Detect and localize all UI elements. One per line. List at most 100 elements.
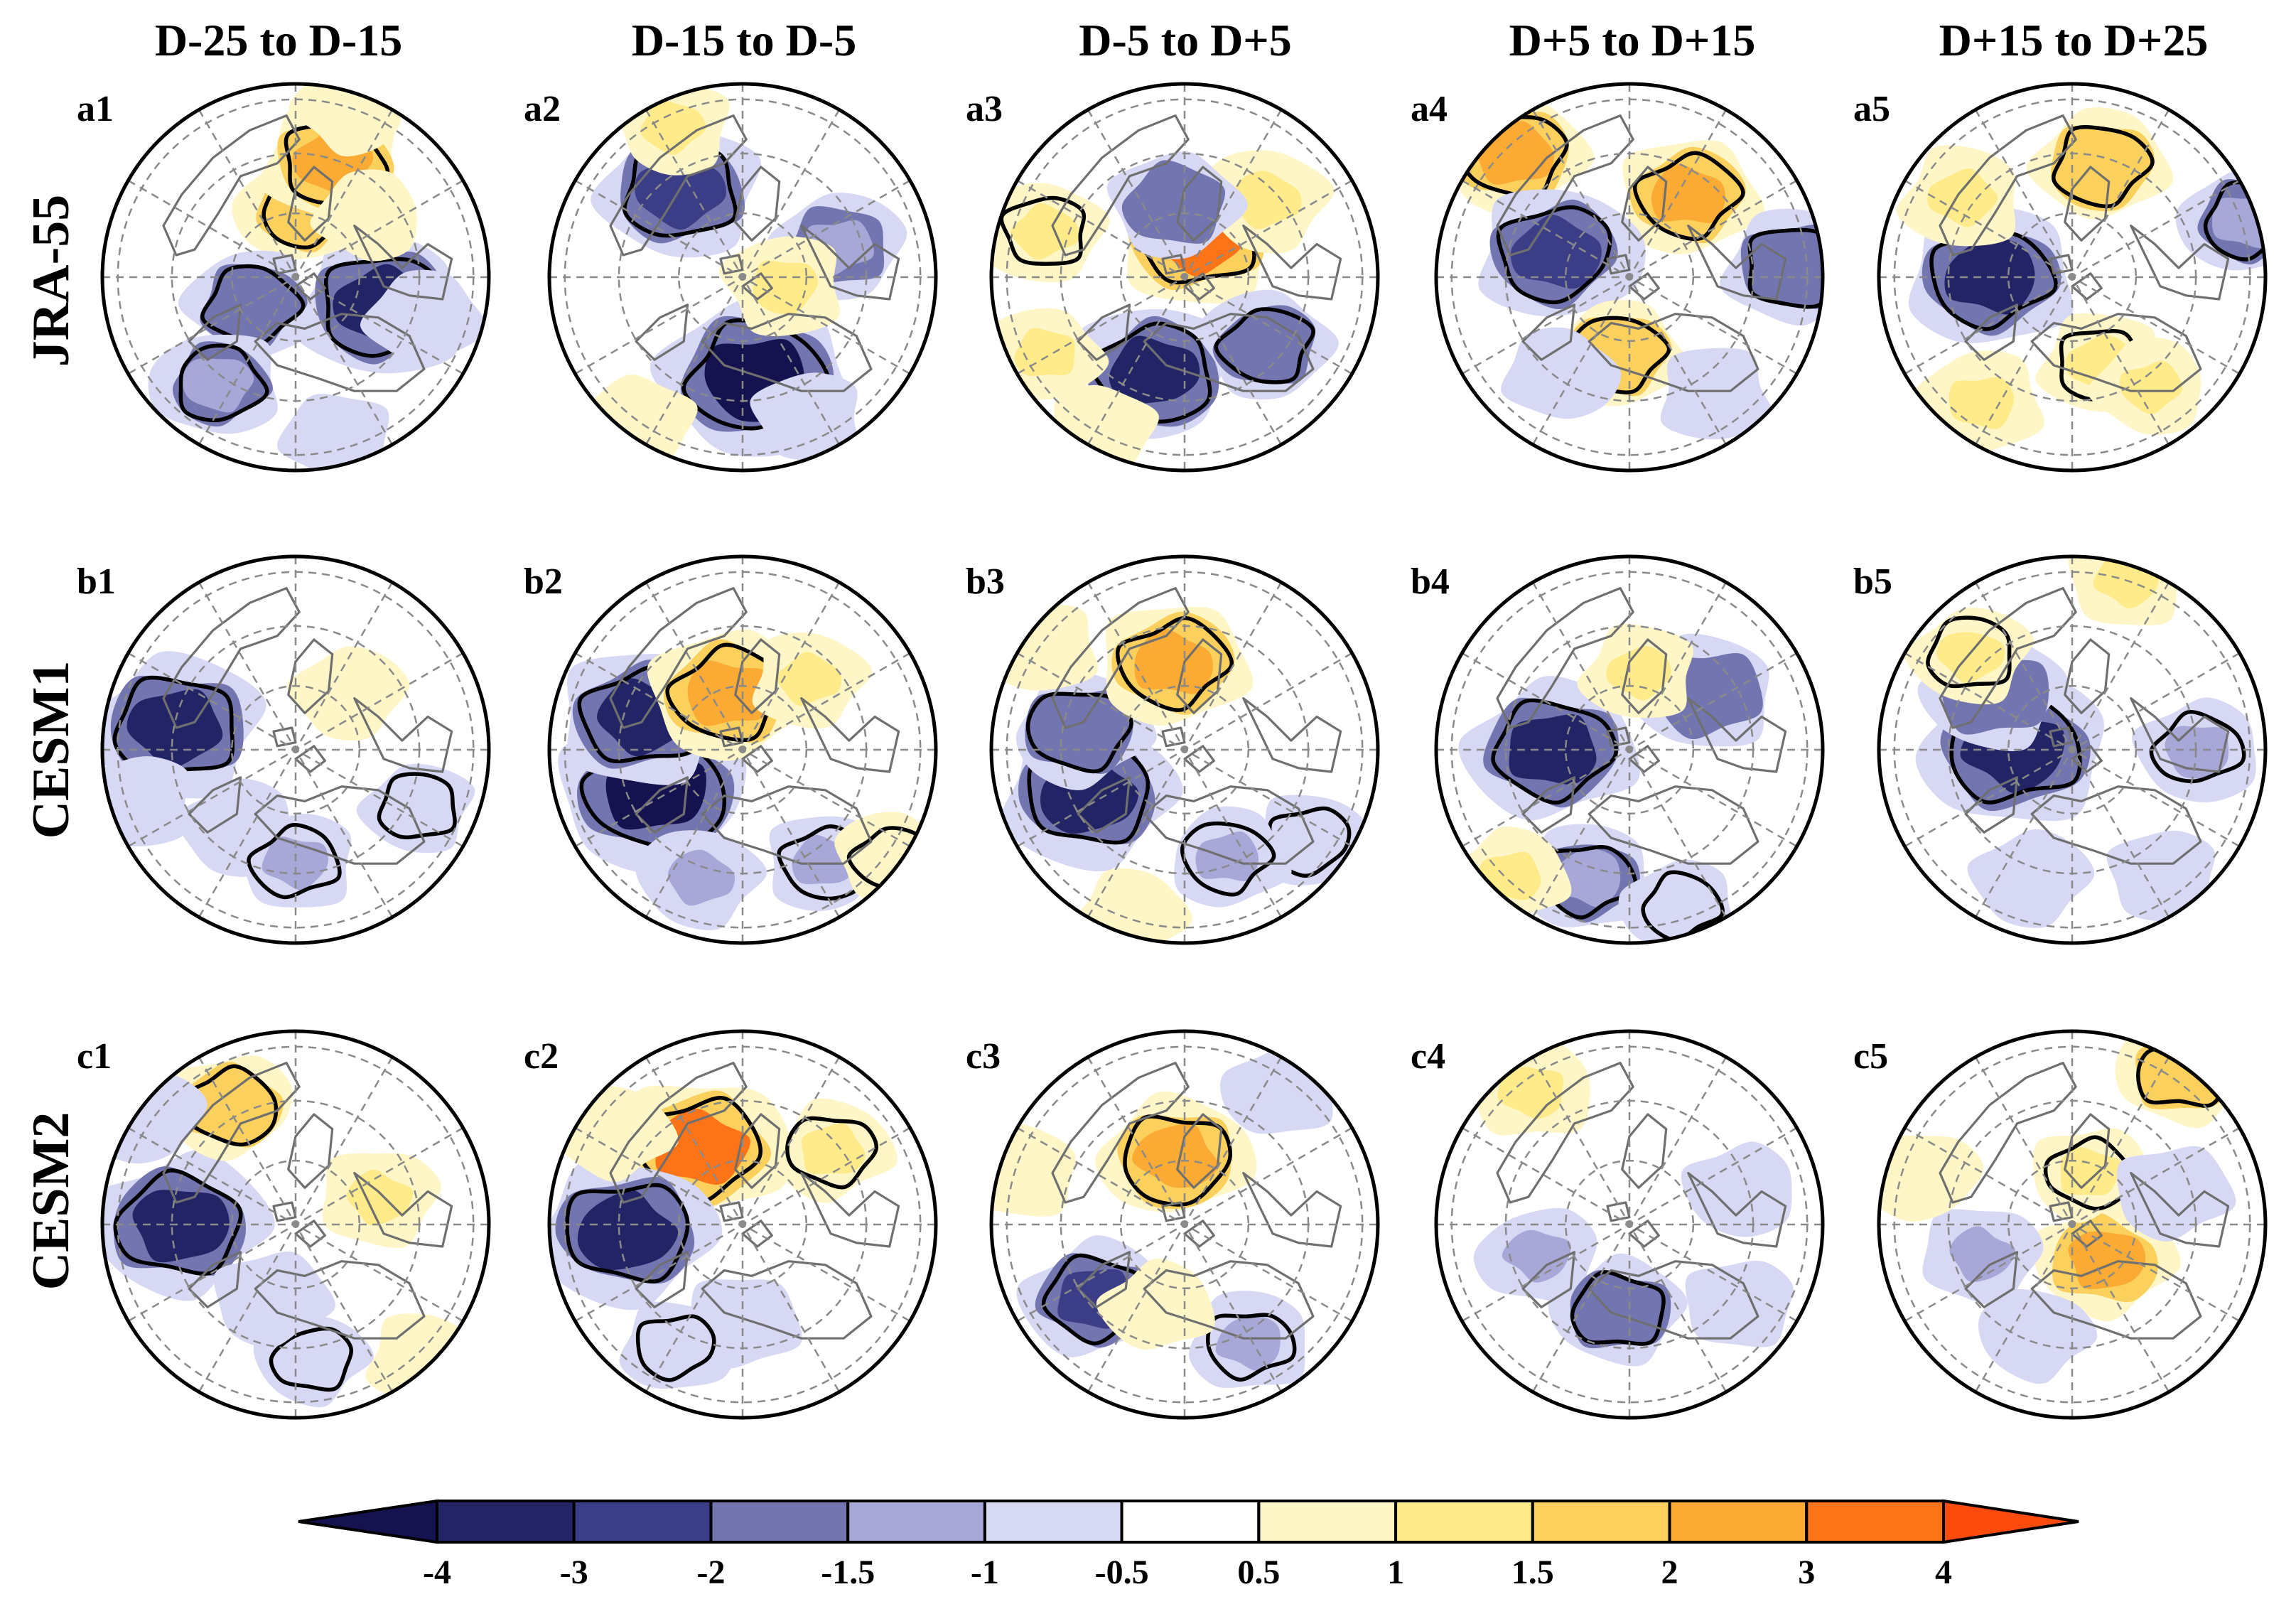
coastline xyxy=(2030,785,2202,865)
coastline xyxy=(1588,785,1759,865)
coastline xyxy=(1242,225,1342,301)
significance-contour xyxy=(1025,691,1133,774)
coastline xyxy=(2030,313,2202,392)
anomaly-core xyxy=(1069,404,1132,451)
anomaly-core xyxy=(1706,1279,1769,1330)
column-title-3: D-5 to D+5 xyxy=(1079,15,1292,65)
map-panel-b5: b5 xyxy=(1853,554,2268,945)
coastline xyxy=(800,697,900,773)
coastline xyxy=(254,1260,426,1340)
map-panel-c2: c2 xyxy=(524,1029,938,1420)
significance-contour xyxy=(1206,1313,1297,1382)
significance-contour xyxy=(1115,615,1234,712)
significance-contour xyxy=(785,1116,879,1190)
coastline xyxy=(353,697,453,773)
map-boundary xyxy=(989,82,1380,473)
coastline xyxy=(1143,785,1315,865)
anomaly-core xyxy=(1233,314,1302,373)
map-boundary xyxy=(1434,82,1825,473)
significance-contour xyxy=(2149,709,2246,784)
anomaly-core xyxy=(644,1320,708,1372)
coastline xyxy=(1606,254,1631,275)
meridian-line xyxy=(574,179,911,375)
coastline xyxy=(1051,114,1190,257)
map-field xyxy=(1879,556,2265,943)
map-boundary xyxy=(1877,82,2268,473)
significance-contour xyxy=(180,1064,279,1147)
map-field xyxy=(1879,1031,2265,1418)
panel-label-a4: a4 xyxy=(1411,89,1448,129)
coastline xyxy=(1606,726,1631,748)
coastline xyxy=(1077,303,1131,361)
panel-label-b5: b5 xyxy=(1853,561,1892,602)
anomaly-core xyxy=(392,293,455,340)
coastline xyxy=(609,1062,748,1204)
map-panel-b3: b3 xyxy=(966,554,1380,945)
anomaly-core xyxy=(1999,856,2061,905)
coastline xyxy=(1496,114,1634,257)
anomaly-core xyxy=(1502,1229,1571,1283)
coastline xyxy=(1143,313,1315,392)
meridian-line xyxy=(574,1126,911,1323)
coastline xyxy=(1161,1201,1186,1222)
panel-label-c1: c1 xyxy=(77,1036,112,1077)
map-panel-c1: c1 xyxy=(77,1029,491,1420)
anomaly-core xyxy=(1509,714,1597,785)
coastline xyxy=(1077,1251,1131,1308)
coastline xyxy=(1964,776,2019,834)
anomaly-core xyxy=(2119,360,2183,414)
map-field xyxy=(1436,84,1823,470)
meridian-line xyxy=(1461,179,1798,375)
map-field xyxy=(991,1031,1378,1418)
panel-label-c5: c5 xyxy=(1853,1036,1888,1077)
panel-label-b3: b3 xyxy=(966,561,1005,602)
anomaly-core xyxy=(1949,377,2015,429)
anomaly-core xyxy=(387,787,450,834)
colorbar-bin xyxy=(1394,1500,1534,1544)
map-panel-c5: c5 xyxy=(1853,1029,2268,1420)
anomaly-core xyxy=(1215,1315,1281,1371)
map-field xyxy=(549,1031,936,1418)
coastline xyxy=(2030,1260,2202,1340)
meridian-line xyxy=(1461,1126,1798,1323)
coastline xyxy=(162,114,301,257)
anomaly-core xyxy=(1277,813,1343,867)
significance-contour xyxy=(1491,698,1618,805)
significance-contour xyxy=(1570,1270,1666,1346)
row-title-jra55: JRA-55 xyxy=(22,195,80,367)
map-boundary xyxy=(100,82,491,473)
colorbar-bin xyxy=(709,1500,850,1544)
map-panels: a1 a2 a3 a4 a5 b1 b2 b3 b4 b5 c1 c2 c3 c4 c5 xyxy=(77,82,2268,1420)
significance-contour xyxy=(1027,745,1150,845)
anomaly-core xyxy=(1649,885,1710,931)
map-boundary xyxy=(1877,554,2268,945)
coastline xyxy=(2130,697,2230,773)
anomaly-core xyxy=(1510,215,1602,289)
column-title-2: D-15 to D-5 xyxy=(632,15,856,65)
coastline xyxy=(188,303,242,361)
colorbar-tick-label: -2 xyxy=(697,1554,726,1591)
coastline xyxy=(1242,1172,1342,1248)
coastline xyxy=(1521,776,1576,834)
significance-contour xyxy=(999,195,1087,266)
anomaly-core xyxy=(242,1273,304,1321)
anomaly-core xyxy=(778,394,839,443)
map-panel-b4: b4 xyxy=(1411,554,1825,945)
significance-contour xyxy=(1123,1114,1232,1207)
meridian-line xyxy=(1461,652,1798,848)
coastline xyxy=(162,1062,301,1204)
map-field xyxy=(102,556,489,943)
significance-contour xyxy=(2051,125,2155,209)
anomaly-core xyxy=(1141,178,1210,232)
colorbar-bin xyxy=(1805,1500,1946,1544)
coastline xyxy=(635,776,689,834)
anomaly-core xyxy=(635,161,726,230)
anomaly-core xyxy=(667,849,735,906)
significance-contour xyxy=(200,264,306,347)
coastline xyxy=(1588,1260,1759,1340)
significance-contour xyxy=(1267,806,1352,878)
anomaly-core xyxy=(346,1169,413,1226)
coastline xyxy=(1242,697,1342,773)
coastline xyxy=(162,587,301,729)
coastline xyxy=(1496,1062,1634,1204)
